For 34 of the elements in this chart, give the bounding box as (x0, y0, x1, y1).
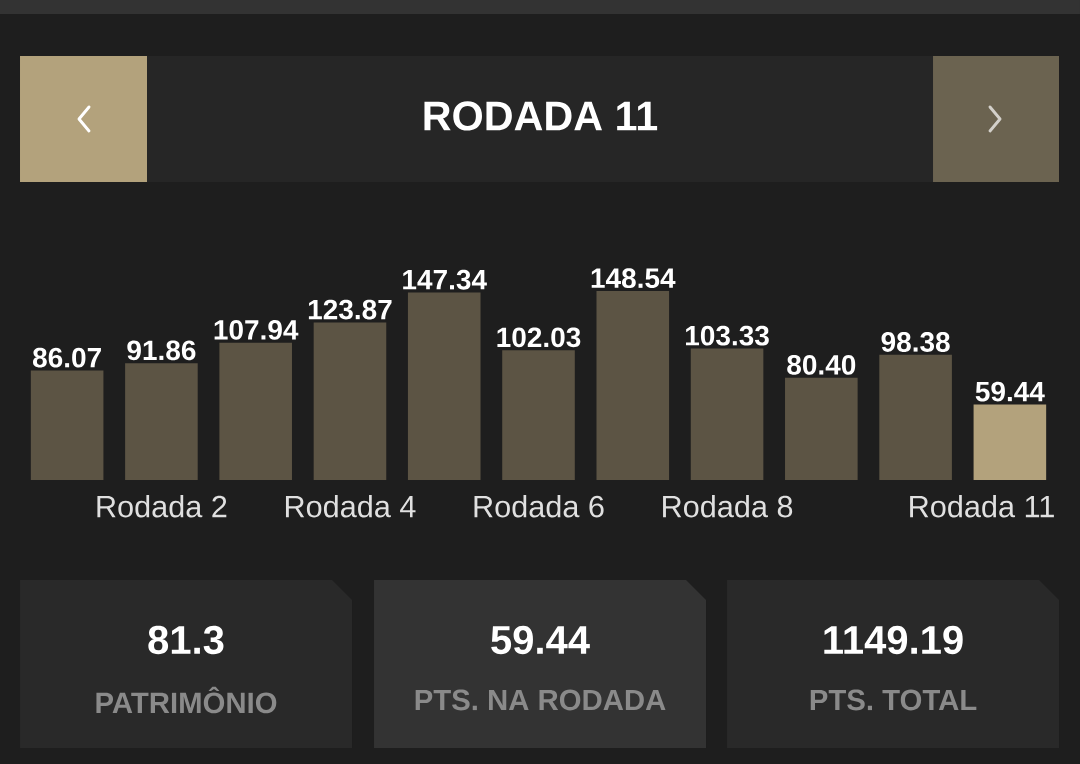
bar (879, 354, 952, 480)
text: PTS. TOTAL (810, 689, 977, 711)
data-label: 80.40 (787, 354, 856, 375)
data-label: 98.38 (881, 332, 950, 352)
bar (785, 377, 858, 480)
x-tick-label: Rodada 4 (285, 494, 416, 518)
x-tick-label: Rodada 6 (474, 494, 604, 518)
chart-title: RODADA 11 (424, 101, 658, 131)
bar (596, 291, 670, 480)
bar (690, 348, 764, 480)
bar (219, 342, 292, 480)
data-label: 148.54 (591, 268, 676, 289)
data-label: 59.44 (975, 381, 1045, 402)
x-tick-label: Rodada 8 (663, 494, 793, 518)
text: 81.3 (148, 625, 224, 655)
data-label: 91.86 (127, 340, 196, 361)
data-label: 86.07 (32, 347, 101, 368)
bar (502, 350, 575, 480)
data-label: 107.94 (214, 319, 299, 340)
text: 1149.19 (824, 625, 963, 655)
text: PATRIMÔNIO (96, 686, 277, 714)
bar (125, 363, 198, 480)
data-label: 103.33 (685, 325, 769, 346)
bar (30, 370, 104, 480)
bar (973, 404, 1047, 480)
text: 59.44 (491, 625, 590, 655)
x-tick-label: Rodada 2 (97, 494, 227, 518)
data-label: 123.87 (308, 299, 392, 320)
bar (407, 292, 481, 480)
x-tick-label: Rodada 11 (910, 494, 1054, 518)
bar (313, 322, 387, 480)
data-label: 147.34 (403, 269, 487, 290)
text: PTS. NA RODADA (415, 689, 666, 711)
data-label: 102.03 (497, 327, 581, 348)
